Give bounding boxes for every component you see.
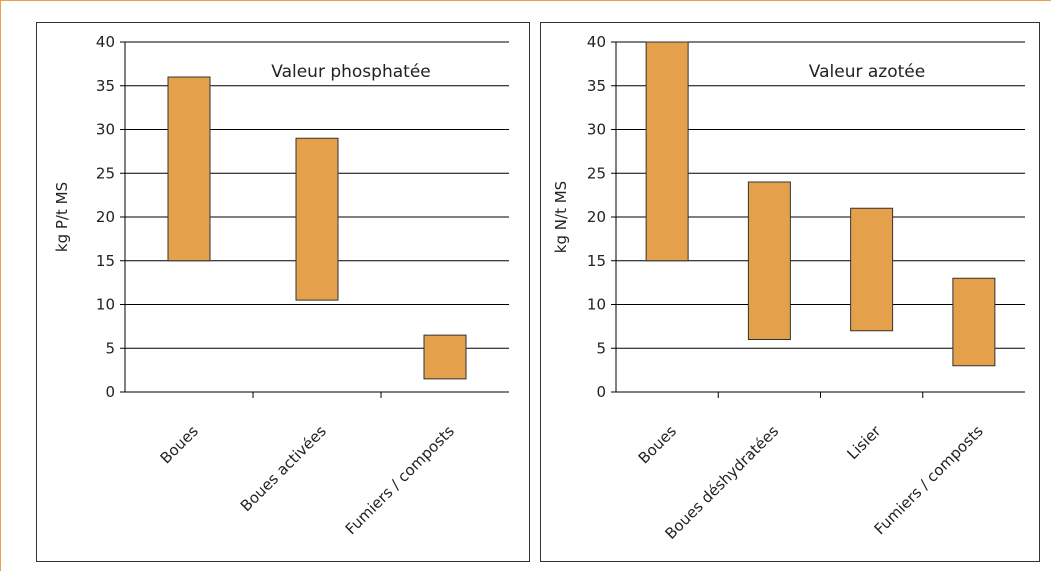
phosphate-y-axis-title: kg P/t MS	[53, 182, 71, 252]
nitrogen-chart-panel: 0 5 10 15 20 25 30 35 40 kg N/t MS Valeur azotée Bo…	[540, 22, 1040, 562]
phosphate-y-tick-label: 25	[96, 164, 115, 182]
nitrogen-x-category-label: Boues déshydratées	[661, 422, 782, 543]
phosphate-x-category-label: Boues	[157, 422, 202, 467]
nitrogen-bar-3	[850, 207, 894, 332]
nitrogen-y-tick-label: 15	[587, 252, 606, 270]
nitrogen-y-tick-label: 0	[596, 383, 606, 401]
nitrogen-y-tick-label: 30	[587, 121, 606, 139]
phosphate-y-tick-label: 40	[96, 33, 115, 51]
phosphate-chart: 0 5 10 15 20 25 30 35 40 kg P/t MS Valeur phosphat…	[53, 33, 509, 538]
nitrogen-x-category-label: Lisier	[844, 422, 886, 464]
phosphate-x-category-label: Fumiers / composts	[342, 422, 458, 538]
phosphate-y-tick-label: 20	[96, 208, 115, 226]
phosphate-y-tick-label: 0	[105, 383, 115, 401]
phosphate-bar-1	[167, 76, 211, 262]
nitrogen-y-tick-label: 5	[596, 339, 606, 357]
nitrogen-y-tick-label: 10	[587, 296, 606, 314]
phosphate-y-tick-label: 30	[96, 121, 115, 139]
phosphate-y-tick-label: 10	[96, 296, 115, 314]
phosphate-y-tick-label: 5	[105, 339, 115, 357]
nitrogen-y-tick-label: 20	[587, 208, 606, 226]
phosphate-y-tick-label: 15	[96, 252, 115, 270]
nitrogen-bar-4	[952, 277, 996, 367]
nitrogen-x-category-label: Fumiers / composts	[871, 422, 987, 538]
phosphate-x-category-label: Boues activées	[237, 422, 330, 515]
nitrogen-y-tick-label: 40	[587, 33, 606, 51]
nitrogen-x-category-label: Boues	[635, 422, 680, 467]
phosphate-chart-title: Valeur phosphatée	[271, 62, 430, 82]
phosphate-bar-3	[423, 334, 467, 380]
nitrogen-bar-1	[645, 41, 689, 262]
nitrogen-y-axis-title: kg N/t MS	[552, 181, 570, 253]
phosphate-chart-panel: 0 5 10 15 20 25 30 35 40 kg P/t MS Valeur phosphat…	[36, 22, 530, 562]
phosphate-bar-2	[295, 137, 339, 301]
nitrogen-chart: 0 5 10 15 20 25 30 35 40 kg N/t MS Valeur azotée Bo…	[552, 33, 1025, 543]
nitrogen-bar-2	[747, 181, 791, 340]
nitrogen-y-tick-label: 35	[587, 77, 606, 95]
nitrogen-y-tick-label: 25	[587, 164, 606, 182]
phosphate-y-tick-label: 35	[96, 77, 115, 95]
nitrogen-chart-title: Valeur azotée	[809, 62, 925, 82]
